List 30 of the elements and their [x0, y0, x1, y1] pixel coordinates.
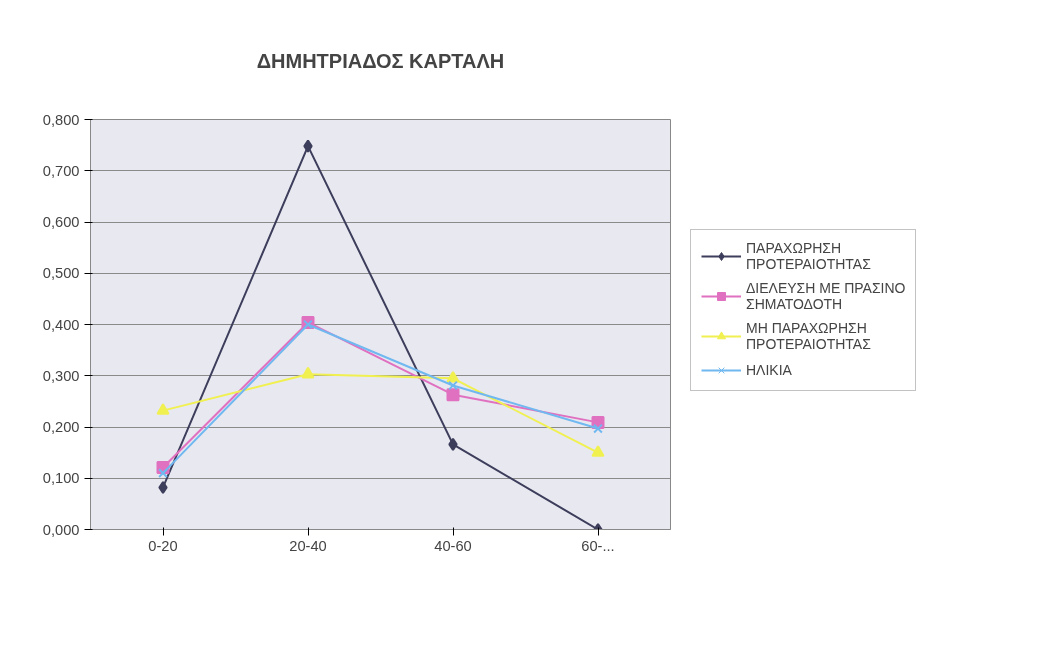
- point: [158, 468, 168, 479]
- point: [591, 445, 605, 457]
- y-tick-label: 0,400: [42, 316, 80, 333]
- point: [448, 380, 458, 391]
- y-tick-label: 0,300: [42, 367, 80, 384]
- legend-label: ΔΙΕΛΕΥΣΗ ΜΕ ΠΡΑΣΙΝΟ ΣΗΜΑΤΟΔΟΤΗ: [746, 279, 906, 312]
- legend-label: ΜΗ ΠΑΡΑΧΩΡΗΣΗ ΠΡΟΤΕΡΑΙΟΤΗΤΑΣ: [746, 319, 871, 352]
- point: [158, 480, 168, 494]
- legend-label: ΗΛΙΚΙΑ: [746, 361, 792, 378]
- point: [446, 370, 460, 383]
- point: [446, 388, 460, 402]
- y-tick-label: 0,100: [42, 470, 80, 487]
- x-tick-label: 40-60: [434, 537, 472, 554]
- point: [593, 423, 603, 434]
- chart-title: ΔΗΜΗΤΡΙΑΔΟΣ ΚΑΡΤΑΛΗ: [256, 50, 505, 72]
- y-tick-label: 0,000: [42, 521, 80, 538]
- y-tick-label: 0,800: [42, 111, 80, 128]
- point: [301, 366, 315, 379]
- legend-label: ΠΑΡΑΧΩΡΗΣΗ ΠΡΟΤΕΡΑΙΟΤΗΤΑΣ: [746, 239, 871, 272]
- y-tick-label: 0,600: [42, 214, 80, 230]
- x-tick-label: 20-40: [289, 537, 327, 554]
- x-tick-label: 0-20: [148, 537, 178, 554]
- y-tick-label: 0,700: [42, 162, 80, 179]
- x-tick-label: 60-...: [581, 537, 615, 554]
- point: [303, 139, 313, 153]
- point: [156, 403, 170, 415]
- y-tick-label: 0,200: [42, 419, 80, 435]
- point: [303, 319, 313, 330]
- y-tick-label: 0,500: [42, 265, 80, 282]
- point: [448, 437, 458, 451]
